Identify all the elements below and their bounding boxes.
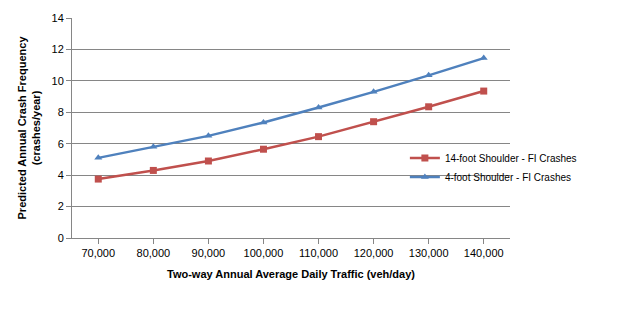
svg-text:140,000: 140,000 bbox=[464, 247, 504, 259]
svg-text:Predicted Annual Crash Frequen: Predicted Annual Crash Frequency(crashes… bbox=[16, 36, 42, 220]
svg-text:90,000: 90,000 bbox=[192, 247, 226, 259]
svg-text:Two-way Annual Average Daily T: Two-way Annual Average Daily Traffic (ve… bbox=[167, 268, 415, 280]
svg-text:14-foot Shoulder - FI Crashes: 14-foot Shoulder - FI Crashes bbox=[445, 153, 577, 164]
svg-text:110,000: 110,000 bbox=[299, 247, 338, 259]
svg-text:100,000: 100,000 bbox=[244, 247, 284, 259]
svg-text:80,000: 80,000 bbox=[137, 247, 171, 259]
svg-text:8: 8 bbox=[58, 106, 64, 118]
svg-text:120,000: 120,000 bbox=[354, 247, 394, 259]
svg-text:4-foot Shoulder - FI Crashes: 4-foot Shoulder - FI Crashes bbox=[445, 172, 571, 183]
svg-text:0: 0 bbox=[58, 232, 64, 244]
svg-text:14: 14 bbox=[52, 12, 64, 24]
svg-text:4: 4 bbox=[58, 169, 64, 181]
svg-text:10: 10 bbox=[52, 75, 64, 87]
svg-text:70,000: 70,000 bbox=[81, 247, 115, 259]
svg-text:130,000: 130,000 bbox=[409, 247, 449, 259]
svg-text:6: 6 bbox=[58, 138, 64, 150]
svg-text:12: 12 bbox=[52, 43, 64, 55]
svg-text:2: 2 bbox=[58, 200, 64, 212]
